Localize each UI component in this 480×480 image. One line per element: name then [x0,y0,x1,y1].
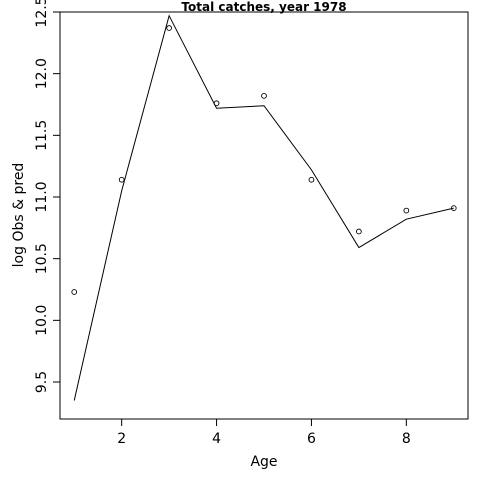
x-tick-label: 6 [307,431,316,447]
y-axis: 9.5 10.0 10.5 11.0 11.5 12.0 12.5 [34,0,60,393]
y-tick-label: 11.0 [34,181,50,212]
plot-marks [71,14,457,401]
x-tick-label: 8 [402,431,411,447]
plot-frame [59,11,469,420]
x-tick-label: 2 [117,431,126,447]
observed-point [71,289,78,295]
observed-point [403,207,410,214]
observed-point [308,176,315,183]
y-tick-label: 10.0 [34,305,50,336]
predicted-line [73,14,454,401]
observed-point [261,93,267,99]
x-axis-label: Age [250,454,277,470]
chart-title: Total catches, year 1978 [181,0,346,14]
y-tick-label: 11.5 [34,120,50,151]
y-axis-label: log Obs & pred [11,163,27,268]
y-tick-label: 10.5 [34,243,50,274]
x-axis: 2 4 6 8 [117,418,411,447]
observed-point [166,25,172,31]
observed-point [356,228,362,235]
observed-point [450,205,457,211]
observed-point [118,176,125,183]
y-tick-label: 12.0 [34,58,50,89]
y-tick-label: 12.5 [34,0,50,28]
x-tick-label: 4 [212,431,221,447]
y-tick-label: 9.5 [34,371,50,393]
